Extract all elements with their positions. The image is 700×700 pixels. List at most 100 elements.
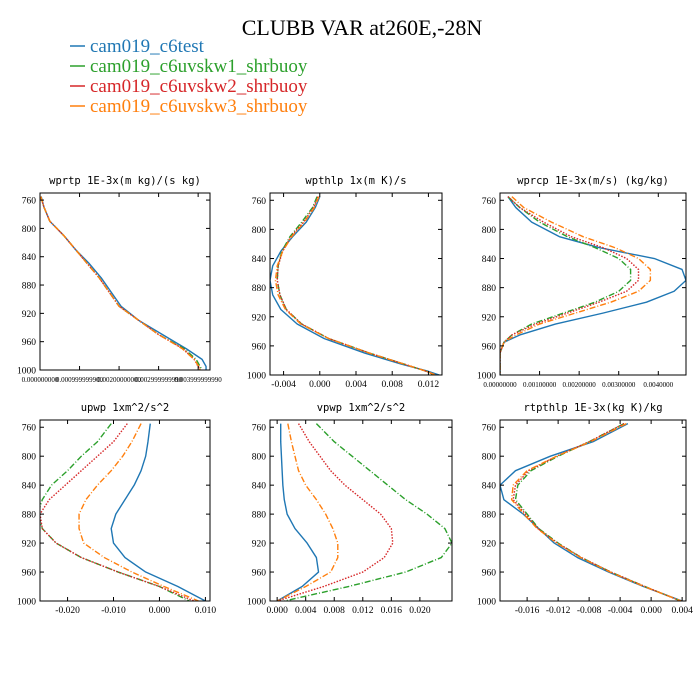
legend-label: cam019_c6uvskw3_shrbuoy [90, 96, 308, 117]
x-tick-label: 0.000 [640, 606, 662, 616]
y-tick-label: 840 [252, 482, 267, 492]
series-line-2 [276, 196, 435, 375]
panel-3: wprcp 1E-3x(m/s) (kg/kg) 760 800 840 880 920 9… [477, 175, 687, 389]
panel-1: wprtp 1E-3x(m kg)/(s kg) 760 800 840 880 920 9… [17, 175, 222, 384]
legend-entry: cam019_c6uvskw2_shrbuoy [70, 76, 308, 97]
x-tick-label: 0.010 [195, 606, 217, 616]
panel-title: upwp 1xm^2/s^2 [81, 402, 170, 414]
y-tick-label: 840 [22, 253, 37, 263]
y-tick-label: 960 [22, 569, 37, 579]
y-tick-label: 920 [482, 313, 497, 323]
series-line-1 [110, 423, 206, 601]
x-tick-label: 0.008 [324, 606, 346, 616]
y-tick-label: 960 [252, 342, 267, 352]
x-tick-label: 0.004 [295, 606, 317, 616]
y-tick-label: 920 [252, 313, 267, 323]
x-tick-label: -0.016 [515, 606, 540, 616]
panel-frame [269, 419, 453, 602]
y-tick-label: 960 [482, 342, 497, 352]
x-tick-label: 0.004 [671, 606, 693, 616]
x-tick-label: -0.010 [101, 606, 126, 616]
y-tick-label: 880 [252, 284, 267, 294]
y-tick-label: 960 [22, 338, 37, 348]
y-tick-label: 760 [252, 424, 267, 434]
series-line-3 [40, 196, 201, 370]
x-tick-label: 0.012 [352, 606, 374, 616]
panel-frame [499, 419, 687, 602]
y-tick-label: 1000 [247, 598, 266, 608]
x-tick-label: -0.012 [546, 606, 571, 616]
panels: wprtp 1E-3x(m kg)/(s kg) 760 800 840 880 920 9… [17, 175, 693, 616]
y-tick-label: 800 [252, 453, 267, 463]
x-tick-label: 0.00200000 [563, 381, 597, 389]
panel-frame [499, 192, 687, 376]
series-line-1 [270, 196, 440, 375]
y-tick-label: 800 [482, 226, 497, 236]
legend-entry: cam019_c6uvskw3_shrbuoy [70, 96, 308, 117]
y-tick-label: 920 [22, 310, 37, 320]
x-tick-label: 0.002999999990 [135, 376, 183, 384]
x-tick-label: 0.004 [345, 380, 367, 390]
y-tick-label: 760 [22, 197, 37, 207]
y-tick-label: 880 [482, 511, 497, 521]
series-line-1 [500, 422, 683, 601]
series-line-4 [276, 423, 339, 601]
series-line-2 [284, 423, 452, 601]
panel-2: wpthlp 1x(m K)/s 760 800 840 880 920 960 1000 -0… [247, 175, 443, 390]
x-tick-label: 0.000999999900 [56, 376, 104, 384]
x-tick-label: 0.020 [409, 606, 431, 616]
series-line-1 [276, 423, 320, 601]
y-tick-label: 1000 [477, 372, 496, 382]
x-tick-label: 0.000 [149, 606, 171, 616]
y-tick-label: 880 [22, 511, 37, 521]
y-tick-label: 840 [482, 482, 497, 492]
y-tick-label: 880 [482, 284, 497, 294]
y-tick-label: 760 [252, 197, 267, 207]
x-tick-label: -0.020 [55, 606, 80, 616]
x-tick-label: 0.00000000 [483, 381, 517, 389]
x-tick-label: 0.012 [418, 380, 440, 390]
y-tick-label: 1000 [17, 367, 36, 377]
panel-title: rtpthlp 1E-3x(kg K)/kg [523, 402, 662, 414]
panel-frame [39, 419, 211, 602]
x-tick-label: 0.008 [382, 380, 404, 390]
series-line-4 [40, 196, 201, 370]
panel-title: wprtp 1E-3x(m kg)/(s kg) [49, 175, 201, 187]
x-tick-label: 0.000000000 [22, 376, 59, 384]
y-tick-label: 840 [252, 255, 267, 265]
y-tick-label: 1000 [247, 372, 266, 382]
y-tick-label: 760 [482, 197, 497, 207]
series-line-4 [78, 423, 199, 601]
x-tick-label: 0.00300000 [602, 381, 636, 389]
panel-title: wprcp 1E-3x(m/s) (kg/kg) [517, 175, 669, 187]
y-tick-label: 920 [482, 540, 497, 550]
x-tick-label: 0.000 [266, 606, 288, 616]
x-tick-label: 0.0040000 [643, 381, 673, 389]
legend-entry: cam019_c6uvskw1_shrbuoy [70, 56, 308, 77]
x-tick-label: 0.003999999990 [175, 376, 223, 384]
series-line-1 [40, 196, 207, 370]
series-line-4 [274, 196, 436, 375]
y-tick-label: 920 [252, 540, 267, 550]
series-line-1 [500, 196, 686, 375]
y-tick-label: 760 [482, 424, 497, 434]
series-line-2 [40, 423, 190, 601]
legend-label: cam019_c6uvskw2_shrbuoy [90, 76, 308, 97]
legend: cam019_c6testcam019_c6uvskw1_shrbuoycam0… [70, 36, 308, 117]
x-tick-label: 0.016 [381, 606, 403, 616]
panel-frame [39, 192, 211, 371]
figure-title: CLUBB VAR at260E,-28N [242, 15, 483, 40]
x-tick-label: 0.000 [309, 380, 331, 390]
y-tick-label: 800 [22, 453, 37, 463]
x-tick-label: 0.00200000000 [97, 376, 141, 384]
y-tick-label: 920 [22, 540, 37, 550]
legend-label: cam019_c6uvskw1_shrbuoy [90, 56, 308, 77]
series-line-4 [510, 422, 682, 601]
panel-title: wpthlp 1x(m K)/s [305, 175, 406, 187]
y-tick-label: 800 [482, 453, 497, 463]
x-tick-label: -0.008 [577, 606, 602, 616]
y-tick-label: 880 [252, 511, 267, 521]
legend-label: cam019_c6test [90, 36, 205, 57]
y-tick-label: 840 [22, 482, 37, 492]
panel-4: upwp 1xm^2/s^2 760 800 840 880 920 960 1000 -0.0… [17, 402, 216, 616]
